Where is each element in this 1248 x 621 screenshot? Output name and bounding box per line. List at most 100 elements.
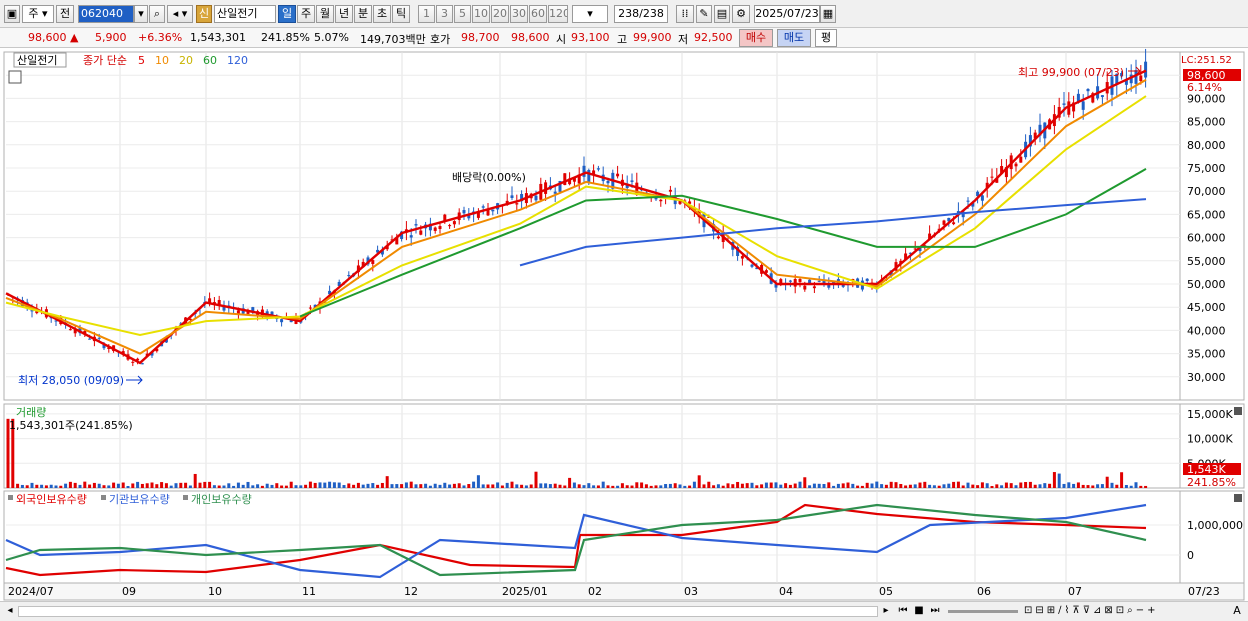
volume-bar bbox=[236, 482, 240, 488]
unit-button-1[interactable]: 주 bbox=[297, 5, 315, 23]
volume-bar bbox=[342, 485, 346, 488]
grid-icon[interactable]: ⁞⁞ bbox=[676, 5, 694, 23]
volume-bar bbox=[875, 481, 879, 488]
unit-button-5[interactable]: 초 bbox=[373, 5, 391, 23]
scroll-right-icon[interactable]: ▸ bbox=[883, 605, 889, 616]
rewind-icon[interactable]: ⏮ bbox=[898, 605, 908, 616]
chart-area[interactable]: 2024/07 09 10 11 12 2025/01 02 03 04 05 06 07 07/239… bbox=[0, 48, 1248, 601]
volume-bar bbox=[923, 481, 927, 488]
stock-name-field[interactable]: 산일전기 bbox=[214, 5, 276, 23]
draw-icon[interactable]: ✎ bbox=[696, 5, 712, 23]
unit-button-2[interactable]: 월 bbox=[316, 5, 334, 23]
volume-bars bbox=[6, 418, 1148, 488]
unit-button-4[interactable]: 분 bbox=[354, 5, 372, 23]
buy-button[interactable]: 매수 bbox=[739, 29, 773, 47]
candle-body bbox=[558, 181, 562, 192]
number-button-3[interactable]: 3 bbox=[436, 5, 453, 23]
prev-button[interactable]: 전 bbox=[56, 5, 74, 23]
price-axis-label: 30,000 bbox=[1187, 371, 1226, 384]
volume-bar bbox=[539, 483, 543, 488]
code-input[interactable]: 062040 bbox=[78, 5, 134, 23]
volume-bar bbox=[697, 475, 701, 488]
candle-body bbox=[553, 191, 557, 194]
number-button-120[interactable]: 120 bbox=[548, 5, 568, 23]
holding-panel-frame bbox=[3, 490, 1245, 584]
volume-bar bbox=[390, 484, 394, 488]
code-dropdown-icon[interactable]: ▾ bbox=[134, 5, 148, 23]
price-axis-label: 90,000 bbox=[1187, 92, 1226, 105]
candle-body bbox=[1000, 166, 1004, 175]
unit-button-0[interactable]: 일 bbox=[278, 5, 296, 23]
sound-icon[interactable]: ◂ ▾ bbox=[167, 5, 193, 23]
price-axis-label: 60,000 bbox=[1187, 232, 1226, 245]
speed-slider[interactable] bbox=[948, 610, 1018, 613]
candle-body bbox=[462, 210, 466, 214]
candle-body bbox=[1139, 75, 1143, 82]
volume-bar bbox=[1033, 484, 1037, 488]
scroll-left-icon[interactable]: ◂ bbox=[7, 605, 13, 616]
unit-button-6[interactable]: 틱 bbox=[392, 5, 410, 23]
calendar-icon[interactable]: ▦ bbox=[820, 5, 836, 23]
forward-icon[interactable]: ⏭ bbox=[930, 605, 940, 616]
scrollbar-track[interactable] bbox=[18, 606, 878, 617]
volume-bar bbox=[596, 485, 600, 488]
candle-body bbox=[1144, 61, 1148, 78]
date-field[interactable]: 2025/07/23 bbox=[754, 5, 820, 23]
volume-bar bbox=[625, 485, 629, 488]
number-button-5[interactable]: 5 bbox=[454, 5, 471, 23]
candle-body bbox=[1014, 163, 1018, 167]
save-icon[interactable]: ▤ bbox=[714, 5, 730, 23]
volume-bar bbox=[35, 484, 39, 488]
number-button-20[interactable]: 20 bbox=[491, 5, 509, 23]
drawing-tool-icons[interactable]: ⊡⊟⊞∕⌇⊼⊽⊿⊠⊡⌕−+ bbox=[1024, 605, 1159, 616]
price-axis-label: 85,000 bbox=[1187, 116, 1226, 129]
candle-body bbox=[1033, 132, 1037, 139]
volume-bar bbox=[577, 484, 581, 488]
candle-body bbox=[976, 191, 980, 197]
sell-button[interactable]: 매도 bbox=[777, 29, 811, 47]
candle-body bbox=[1038, 124, 1042, 136]
candle-body bbox=[1057, 106, 1061, 118]
volume-bar bbox=[212, 485, 216, 488]
volume-bar bbox=[500, 485, 504, 488]
volume-bar bbox=[318, 482, 322, 488]
volume-bar bbox=[798, 481, 802, 488]
number-button-1[interactable]: 1 bbox=[418, 5, 435, 23]
volume-bar bbox=[289, 481, 293, 488]
volume-badge-pct: 241.85% bbox=[1187, 476, 1236, 489]
volume-bar bbox=[1105, 476, 1109, 488]
volume-bar bbox=[942, 484, 946, 488]
volume-bar bbox=[601, 481, 605, 488]
volume-bar bbox=[587, 483, 591, 488]
candle-body bbox=[491, 209, 495, 212]
number-button-60[interactable]: 60 bbox=[529, 5, 547, 23]
stop-icon[interactable]: ■ bbox=[914, 605, 924, 616]
gear-icon[interactable]: ⚙ bbox=[732, 5, 750, 23]
candle-body bbox=[20, 300, 24, 307]
volume-bar bbox=[1052, 472, 1056, 488]
candle-body bbox=[577, 174, 581, 184]
current-price: 98,600 ▲ bbox=[28, 31, 79, 44]
font-size-icon[interactable]: A bbox=[1233, 604, 1241, 617]
unit-button-3[interactable]: 년 bbox=[335, 5, 353, 23]
volume-bar bbox=[476, 475, 480, 488]
volume-bar bbox=[462, 485, 466, 488]
candle-body bbox=[822, 279, 826, 284]
candle-body bbox=[217, 300, 221, 305]
window-icon[interactable]: ▣ bbox=[4, 5, 20, 23]
candle-body bbox=[1120, 72, 1124, 77]
volume-bar bbox=[78, 484, 82, 488]
volume-bar bbox=[208, 481, 212, 488]
number-button-30[interactable]: 30 bbox=[510, 5, 528, 23]
custom-period-select[interactable]: ▾ bbox=[572, 5, 608, 23]
candle-body bbox=[376, 249, 380, 253]
period-select[interactable]: 주 ▾ bbox=[22, 5, 54, 23]
bottom-bar: ◂ ▸ ⏮ ■ ⏭ ⊡⊟⊞∕⌇⊼⊽⊿⊠⊡⌕−+ A bbox=[0, 601, 1248, 621]
search-icon[interactable]: ⌕ bbox=[149, 5, 165, 23]
ask-price: 98,700 bbox=[461, 31, 500, 44]
volume-bar bbox=[644, 484, 648, 488]
evaluation-button[interactable]: 평 bbox=[815, 29, 837, 47]
volume-bar bbox=[582, 485, 586, 488]
volume-bar bbox=[918, 482, 922, 488]
number-button-10[interactable]: 10 bbox=[472, 5, 490, 23]
